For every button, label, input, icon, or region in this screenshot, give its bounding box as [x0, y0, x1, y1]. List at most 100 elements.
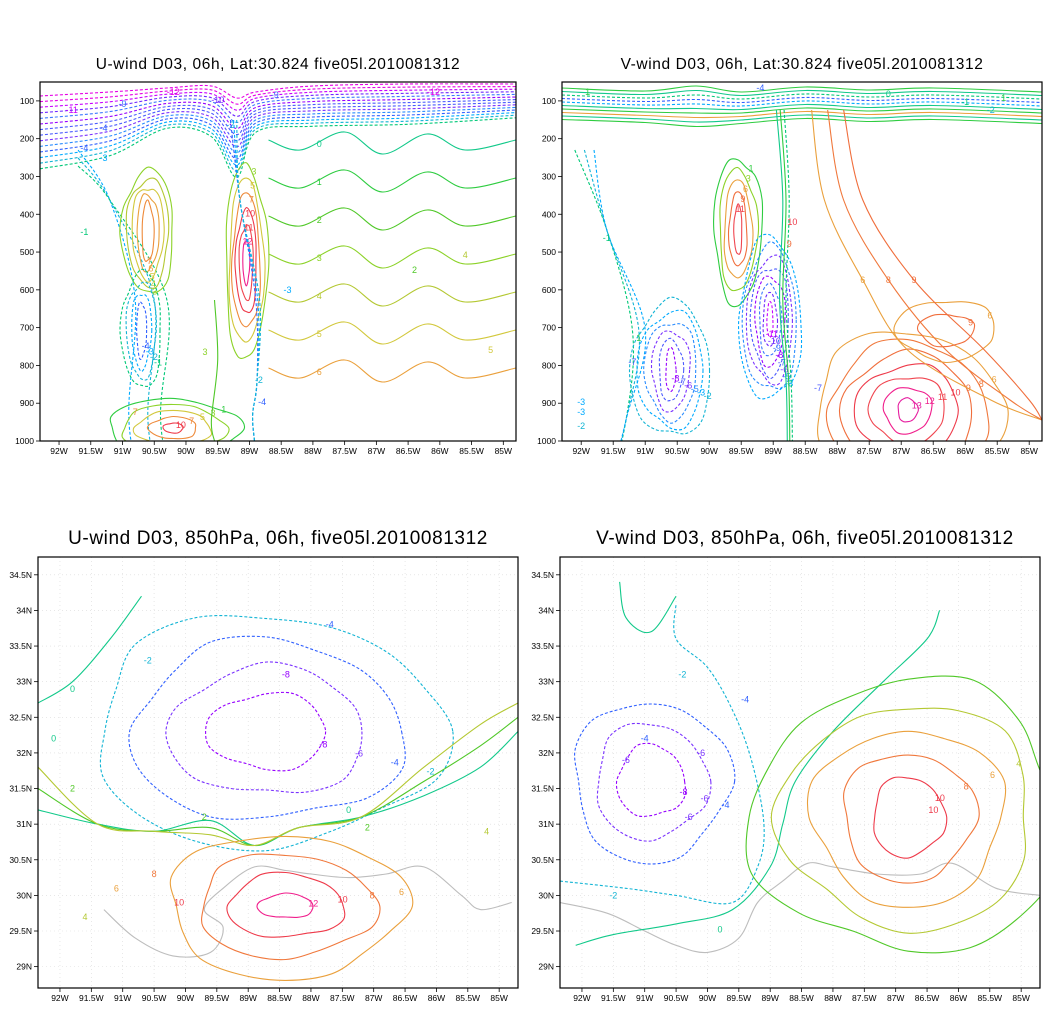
contour-line	[125, 281, 157, 381]
contour-line	[128, 635, 406, 820]
contour-line	[562, 100, 1042, 107]
y-tick-label: 100	[20, 96, 34, 106]
contour-line	[132, 409, 213, 441]
contour-label: -9	[118, 99, 126, 109]
contour-label: 0	[346, 805, 351, 815]
contour-line	[119, 166, 173, 293]
contour-label: -8	[679, 787, 687, 797]
contour-line	[40, 101, 516, 142]
contour-line	[77, 165, 170, 441]
contour-label: 6	[399, 887, 404, 897]
contour-label: 10	[935, 793, 945, 803]
contour-line	[268, 245, 516, 269]
contour-label: -9	[773, 343, 781, 353]
y-tick-label: 32N	[16, 748, 32, 758]
x-tick-label: 85.5W	[459, 446, 484, 456]
contour-label: 6	[992, 375, 997, 385]
x-tick-label: 85W	[1020, 446, 1037, 456]
contour-line	[867, 377, 945, 441]
contour-group: -8 -6 -4 -2 -8 -4 -2 2 2 0 2 4 0 0 12 10 8 6 10 8 6 4	[38, 557, 518, 988]
x-tick-label: 86W	[428, 993, 445, 1003]
y-tick-label: 33N	[538, 677, 554, 687]
contour-label: 2	[317, 215, 322, 225]
contour-label: -6	[685, 812, 693, 822]
contour-line	[723, 179, 754, 279]
y-tick-label: 30.5N	[9, 855, 32, 865]
contour-label: -9	[271, 90, 279, 100]
x-tick-label: 85W	[495, 446, 512, 456]
contour-label: -3	[577, 407, 585, 417]
contour-line	[811, 109, 1042, 421]
y-tick-label: 700	[20, 323, 34, 333]
contour-label: -8	[671, 374, 679, 384]
contour-label: 8	[886, 275, 891, 285]
contour-label: -6	[622, 755, 630, 765]
contour-label: 0	[717, 925, 722, 935]
contour-label: 10	[787, 217, 797, 227]
x-tick-label: 87.5W	[857, 446, 882, 456]
contour-label: -6	[700, 794, 708, 804]
contour-line	[806, 730, 1007, 908]
contour-line	[893, 301, 995, 364]
contour-line	[779, 109, 791, 441]
contour-line	[268, 359, 516, 383]
y-tick-label: 32.5N	[531, 712, 554, 722]
plot-0: -11-9-12-10-4 -2-9 -12-4-3-176543-4-3-2-11…	[15, 81, 517, 456]
y-tick-label: 400	[542, 209, 556, 219]
contour-line	[749, 268, 789, 380]
x-tick-label: 88.5W	[269, 446, 294, 456]
x-tick-label: 86W	[950, 993, 967, 1003]
contour-line	[665, 346, 677, 393]
contour-line	[758, 282, 783, 357]
y-tick-label: 200	[20, 134, 34, 144]
y-tick-label: 29.5N	[531, 926, 554, 936]
plot-frame	[37, 556, 519, 989]
x-tick-label: 89.5W	[205, 993, 230, 1003]
contour-label: -4	[721, 800, 729, 810]
x-tick-label: 91W	[114, 993, 131, 1003]
y-tick-label: 33.5N	[531, 641, 554, 651]
contour-line	[121, 403, 230, 441]
contour-label: -1	[961, 97, 969, 107]
contour-line	[562, 96, 1042, 104]
contour-line	[593, 149, 647, 441]
contour-line	[853, 363, 959, 441]
contour-label: 5	[488, 345, 493, 355]
contour-line	[40, 83, 516, 99]
contour-label: 4	[151, 279, 156, 289]
plot-3: -8 -6 -4 -6 -6 -6 -4 -4 -2 -2 0 10 8 6 4 2 10 92W 91.5W 91W…	[531, 556, 1041, 1003]
x-tick-label: 89.5W	[727, 993, 752, 1003]
contour-label: -1	[154, 358, 162, 368]
contour-label: 6	[114, 883, 119, 893]
y-tick-label: 800	[20, 360, 34, 370]
x-tick-label: 85W	[490, 993, 507, 1003]
plot-2: -8 -6 -4 -2 -8 -4 -2 2 2 0 2 4 0 0 12 10 8 6 10 8 6 4 92W 91.5W…	[9, 556, 519, 1003]
contour-line	[268, 131, 516, 155]
contour-line	[40, 109, 516, 160]
contour-line	[131, 188, 165, 283]
contour-line	[230, 192, 261, 328]
contour-line	[205, 691, 327, 772]
coastline	[103, 865, 512, 958]
contour-label: 7	[147, 256, 152, 266]
contour-line	[562, 114, 1042, 123]
contour-label: 10	[928, 805, 938, 815]
contour-label: 11	[244, 223, 253, 233]
contour-line	[40, 104, 516, 148]
contour-line	[40, 86, 516, 105]
panel-title: U-wind D03, 850hPa, 06h, five05l.2010081…	[68, 528, 488, 549]
y-tick-label: 30N	[538, 890, 554, 900]
contour-label: -2	[609, 890, 617, 900]
y-tick-label: 34N	[538, 605, 554, 615]
contour-label: 4	[463, 250, 468, 260]
y-tick-label: 500	[542, 247, 556, 257]
contour-line	[560, 603, 765, 905]
contour-line	[40, 114, 516, 172]
y-tick-label: 33N	[16, 677, 32, 687]
contour-line	[136, 301, 148, 360]
x-tick-label: 91.5W	[601, 446, 626, 456]
contour-line	[628, 296, 711, 435]
y-tick-label: 33.5N	[9, 641, 32, 651]
contour-label: -6	[697, 748, 705, 758]
